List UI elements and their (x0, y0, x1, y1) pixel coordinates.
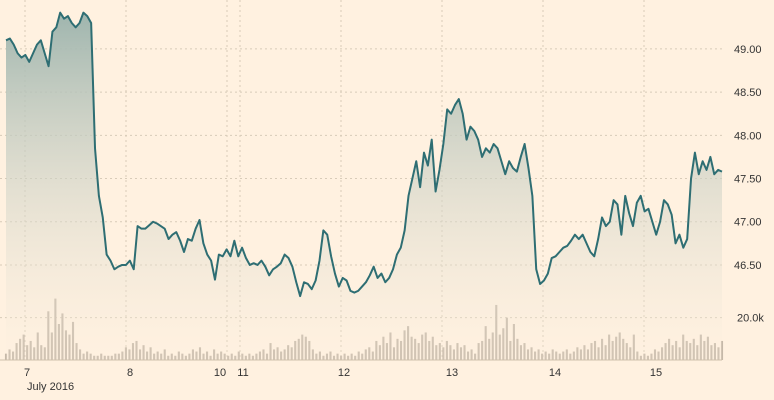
price-tick-label: 47.00 (734, 217, 762, 229)
x-tick-label: 14 (549, 367, 561, 379)
price-tick-label: 49.00 (734, 44, 762, 56)
x-tick-label: 10 (214, 367, 226, 379)
volume-axis: 20.0k (737, 313, 764, 325)
x-tick-label: 7 (24, 367, 30, 379)
x-axis-month-label: July 2016 (27, 381, 74, 393)
x-tick-label: 15 (650, 367, 662, 379)
price-line (5, 11, 723, 298)
volume-tick-label: 20.0k (737, 313, 764, 325)
x-tick-label: 8 (127, 367, 133, 379)
price-tick-label: 47.50 (734, 174, 762, 186)
price-tick-label: 48.50 (734, 87, 762, 99)
price-tick-label: 48.00 (734, 130, 762, 142)
price-area-fill (6, 12, 722, 360)
x-tick-label: 11 (237, 367, 248, 379)
x-axis: 7 8 10 11 12 13 14 15 July 2016 (0, 359, 722, 393)
price-tick-label: 46.50 (734, 260, 762, 272)
x-tick-label: 13 (446, 367, 458, 379)
price-axis: 46.50 47.00 47.50 48.00 48.50 49.00 (734, 44, 762, 272)
x-tick-label: 12 (338, 367, 350, 379)
